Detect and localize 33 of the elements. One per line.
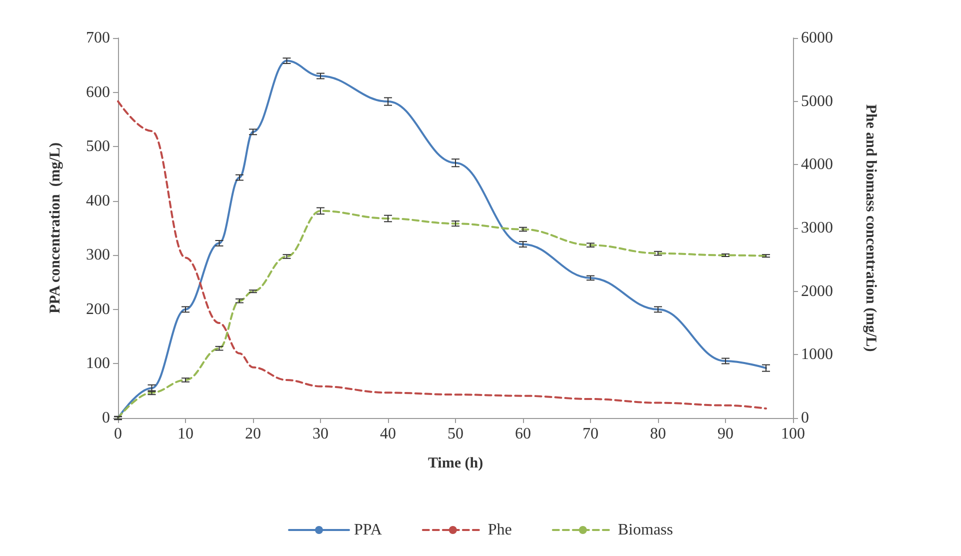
y2-tick-label: 2000 xyxy=(801,282,833,300)
y-tick-label: 600 xyxy=(86,84,110,101)
x-tick-label: 70 xyxy=(582,426,598,442)
legend-label: PPA xyxy=(354,522,382,538)
y-tick-label: 0 xyxy=(102,410,110,426)
y-tick-label: 100 xyxy=(86,355,110,372)
y-tick-label: 200 xyxy=(86,300,110,318)
y2-tick-label: 3000 xyxy=(801,220,833,236)
legend-label: Phe xyxy=(488,522,512,538)
x-tick-label: 30 xyxy=(312,426,328,442)
x-tick-label: 90 xyxy=(718,426,734,442)
y-axis-title: PPA concentration (mg/L) xyxy=(48,142,64,314)
y2-tick-label: 1000 xyxy=(801,346,833,364)
x-tick-label: 80 xyxy=(650,426,666,442)
x-tick-label: 40 xyxy=(380,426,396,442)
line-series xyxy=(117,210,767,419)
y-tick-label: 300 xyxy=(86,246,110,264)
y2-tick-label: 4000 xyxy=(801,156,833,174)
x-tick-label: 50 xyxy=(448,426,464,442)
x-axis-title: Time (h) xyxy=(428,456,484,472)
y2-tick-label: 5000 xyxy=(801,92,833,110)
y-tick-label: 700 xyxy=(86,30,110,46)
y2-axis-title: Phe and biomass concentration (mg/L) xyxy=(862,104,878,352)
y-tick-label: 400 xyxy=(86,192,110,210)
x-tick-label: 0 xyxy=(114,426,122,442)
x-tick-label: 100 xyxy=(781,426,805,442)
x-tick-label: 20 xyxy=(245,426,261,442)
y-tick-label: 500 xyxy=(86,138,110,156)
x-tick-label: 60 xyxy=(515,426,531,442)
x-tick-label: 10 xyxy=(178,426,194,442)
legend-label: Biomass xyxy=(618,522,674,538)
y2-tick-label: 6000 xyxy=(801,30,833,46)
y2-tick-label: 0 xyxy=(801,410,809,426)
